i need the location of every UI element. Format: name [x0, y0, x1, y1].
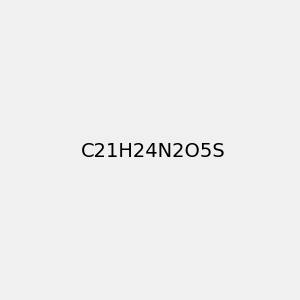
Text: C21H24N2O5S: C21H24N2O5S	[81, 142, 226, 161]
